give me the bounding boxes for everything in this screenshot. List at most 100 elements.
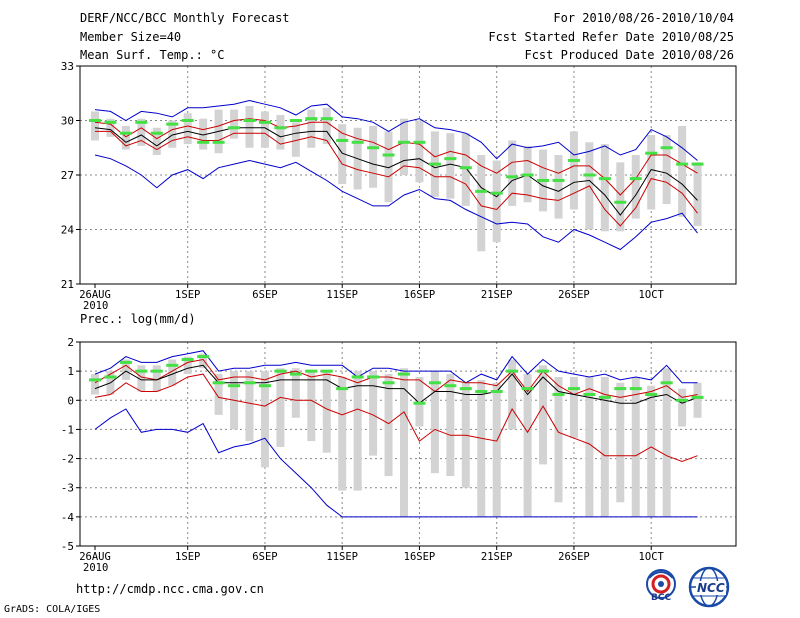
y-tick-label: -1 (61, 423, 74, 436)
box-bar (369, 371, 378, 456)
box-bar (152, 365, 161, 392)
median-mark (274, 126, 287, 130)
envelope-max-line (94, 350, 698, 384)
median-mark (567, 387, 580, 391)
median-mark (197, 355, 210, 359)
median-mark (382, 153, 395, 157)
bcc-emblem-icon (646, 569, 676, 599)
y-tick-label: 21 (61, 278, 74, 291)
box-bar (353, 371, 362, 491)
started-date: Fcst Started Refer Date 2010/08/25 (488, 30, 734, 44)
box-bar (91, 111, 99, 141)
median-mark (367, 146, 380, 150)
median-mark (660, 146, 673, 150)
box-bar (446, 374, 455, 477)
box-bar (693, 162, 702, 226)
box-bar (461, 133, 470, 206)
median-mark (320, 117, 333, 121)
box-bar (369, 125, 378, 188)
panel2-label: Prec.: log(mm/d) (80, 312, 196, 326)
box-bar (492, 160, 501, 243)
box-bar (276, 115, 285, 150)
y-tick-label: 1 (67, 365, 74, 378)
median-mark (228, 126, 241, 130)
median-mark (521, 387, 534, 391)
median-mark (398, 372, 410, 376)
median-mark (119, 131, 132, 135)
produced-date: Fcst Produced Date 2010/08/26 (524, 48, 734, 62)
ensemble-mean-line (94, 364, 698, 404)
median-mark (212, 140, 225, 144)
median-mark (614, 387, 627, 391)
x-tick-label: 16SEP (404, 289, 436, 301)
median-mark (444, 157, 457, 161)
box-bar (291, 368, 300, 418)
x-tick-label: 1SEP (175, 289, 200, 301)
box-bar (291, 122, 300, 157)
median-mark (398, 140, 410, 144)
box-bar (600, 144, 609, 232)
y-tick-label: 2 (67, 336, 74, 349)
median-mark (351, 375, 364, 379)
median-mark (567, 158, 580, 162)
box-bar (260, 111, 269, 148)
median-mark (537, 178, 550, 182)
median-mark (320, 369, 333, 373)
envelope-min-line (94, 408, 698, 518)
y-tick-label: -2 (61, 453, 74, 466)
median-mark (645, 392, 658, 396)
grads-credit: GrADS: COLA/IGES (4, 604, 101, 615)
box-bar (647, 385, 656, 517)
box-bar (400, 368, 408, 517)
median-mark (336, 387, 349, 391)
box-bar (693, 382, 702, 418)
median-mark (598, 177, 611, 181)
y-tick-label: -4 (61, 511, 75, 524)
x-tick-label: 26AUG (79, 289, 111, 301)
box-bar (168, 120, 177, 148)
median-mark (274, 369, 287, 373)
site-url[interactable]: http://cmdp.ncc.cma.gov.cn (76, 582, 264, 596)
panel1-label: Mean Surf. Temp.: °C (80, 48, 225, 62)
ncc-logo-text: NCC (696, 581, 726, 595)
x-tick-label: 1SEP (175, 551, 200, 563)
x-tick-label: 1OCT (639, 551, 665, 563)
sd-upper-line (94, 358, 698, 398)
median-mark (89, 378, 101, 382)
median-mark (258, 384, 271, 388)
envelope-max-line (94, 99, 698, 161)
box-bar (245, 371, 254, 442)
box-bar (338, 376, 347, 491)
box-bar (662, 135, 671, 205)
median-mark (367, 375, 380, 379)
median-mark (289, 119, 302, 122)
box-bar (539, 365, 548, 465)
box-bar (260, 371, 269, 468)
x-tick-label: 6SEP (252, 551, 277, 563)
box-bar (183, 356, 192, 375)
median-mark (197, 140, 210, 144)
box-bar (678, 388, 687, 427)
box-bar (400, 118, 408, 175)
box-bar (384, 374, 393, 477)
box-bar (569, 376, 578, 439)
x-tick-label: 21SEP (481, 289, 513, 301)
median-mark (166, 122, 179, 126)
median-mark (459, 387, 472, 391)
median-mark (181, 357, 194, 361)
box-bar (276, 368, 285, 447)
box-bar (245, 105, 254, 148)
box-bar (183, 113, 192, 145)
median-mark (521, 173, 534, 177)
x-tick-label: 26AUG (79, 551, 111, 563)
plot-frame (79, 341, 737, 547)
box-bar (508, 140, 517, 206)
median-mark (629, 177, 642, 181)
median-mark (135, 120, 148, 124)
median-mark (258, 120, 271, 124)
y-tick-label: 33 (61, 60, 74, 73)
box-bar (430, 371, 439, 474)
box-bar (121, 359, 130, 380)
box-bar (230, 109, 239, 139)
